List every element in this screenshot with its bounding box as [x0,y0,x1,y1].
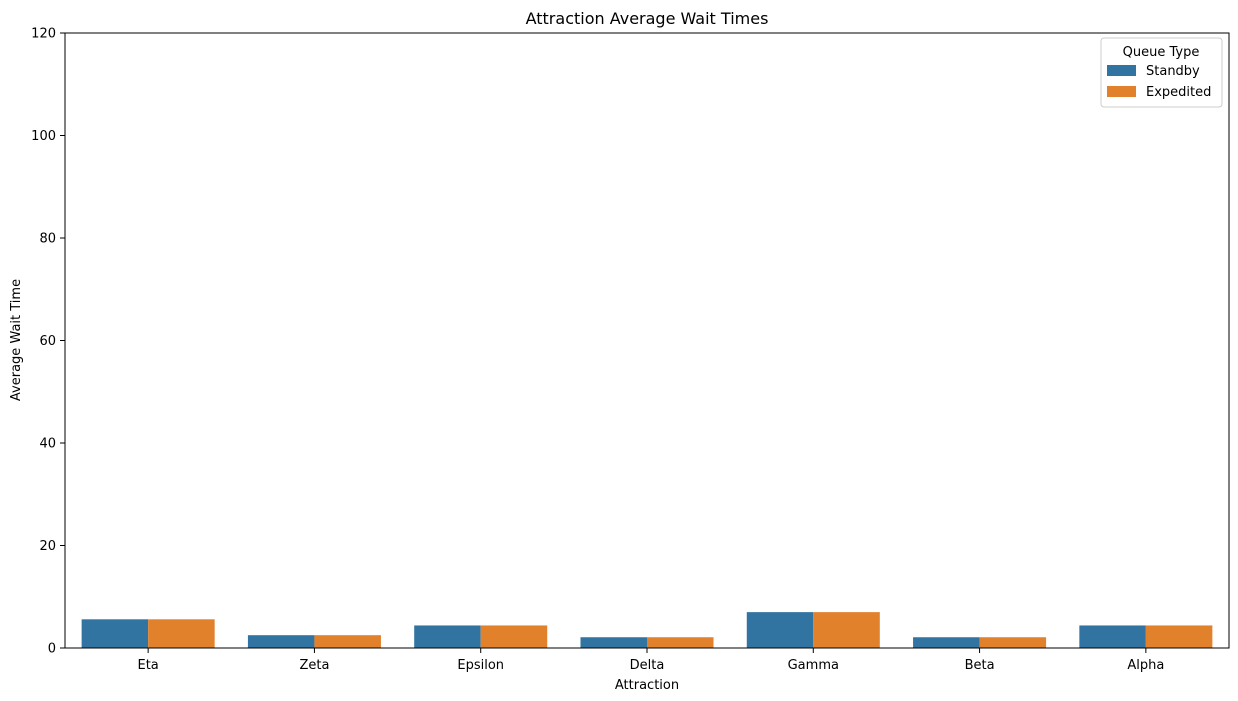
x-tick-label-alpha: Alpha [1127,658,1164,673]
x-tick-label-eta: Eta [138,658,159,673]
legend: Queue Type Standby Expedited [1100,37,1223,108]
legend-title: Queue Type [1123,45,1200,60]
y-tick-label: 80 [39,232,56,247]
bar-standby-gamma [746,612,814,648]
x-tick-label-epsilon: Epsilon [457,658,504,673]
y-tick-label: 60 [39,334,56,349]
bar-expedited-beta [979,637,1047,648]
bars-layer [81,612,1213,648]
bar-expedited-zeta [314,635,381,648]
legend-items: Standby Expedited [1107,64,1211,100]
legend-swatch-expedited [1107,86,1136,97]
x-tick-label-beta: Beta [965,658,995,673]
y-tick-label: 40 [39,437,56,452]
y-axis-title: Average Wait Time [9,279,24,401]
bar-expedited-eta [148,619,215,648]
bar-standby-epsilon [414,625,481,648]
x-tick-label-zeta: Zeta [299,658,329,673]
y-tick-label: 0 [48,642,56,657]
y-tick-label: 120 [31,27,56,42]
y-tick-label: 100 [31,129,56,144]
y-tick-label: 20 [39,539,56,554]
bar-standby-alpha [1079,625,1146,648]
y-axis: 0 20 40 60 80 100 120 [31,27,65,657]
x-tick-label-gamma: Gamma [788,658,839,673]
bar-standby-zeta [247,635,315,648]
bar-expedited-gamma [813,612,880,648]
legend-swatch-standby [1107,65,1136,76]
bar-expedited-delta [647,637,714,648]
bar-expedited-epsilon [480,625,548,648]
bar-standby-delta [580,637,647,648]
legend-label-standby: Standby [1146,64,1200,79]
bar-standby-beta [913,637,980,648]
legend-label-expedited: Expedited [1146,85,1211,100]
chart-title: Attraction Average Wait Times [526,9,769,28]
bar-expedited-alpha [1145,625,1213,648]
bar-standby-eta [81,619,149,648]
x-axis-title: Attraction [615,678,679,693]
x-tick-label-delta: Delta [630,658,665,673]
plot-frame [64,32,1230,649]
x-axis: Eta Zeta Epsilon Delta Gamma Beta Alpha [138,648,1164,673]
